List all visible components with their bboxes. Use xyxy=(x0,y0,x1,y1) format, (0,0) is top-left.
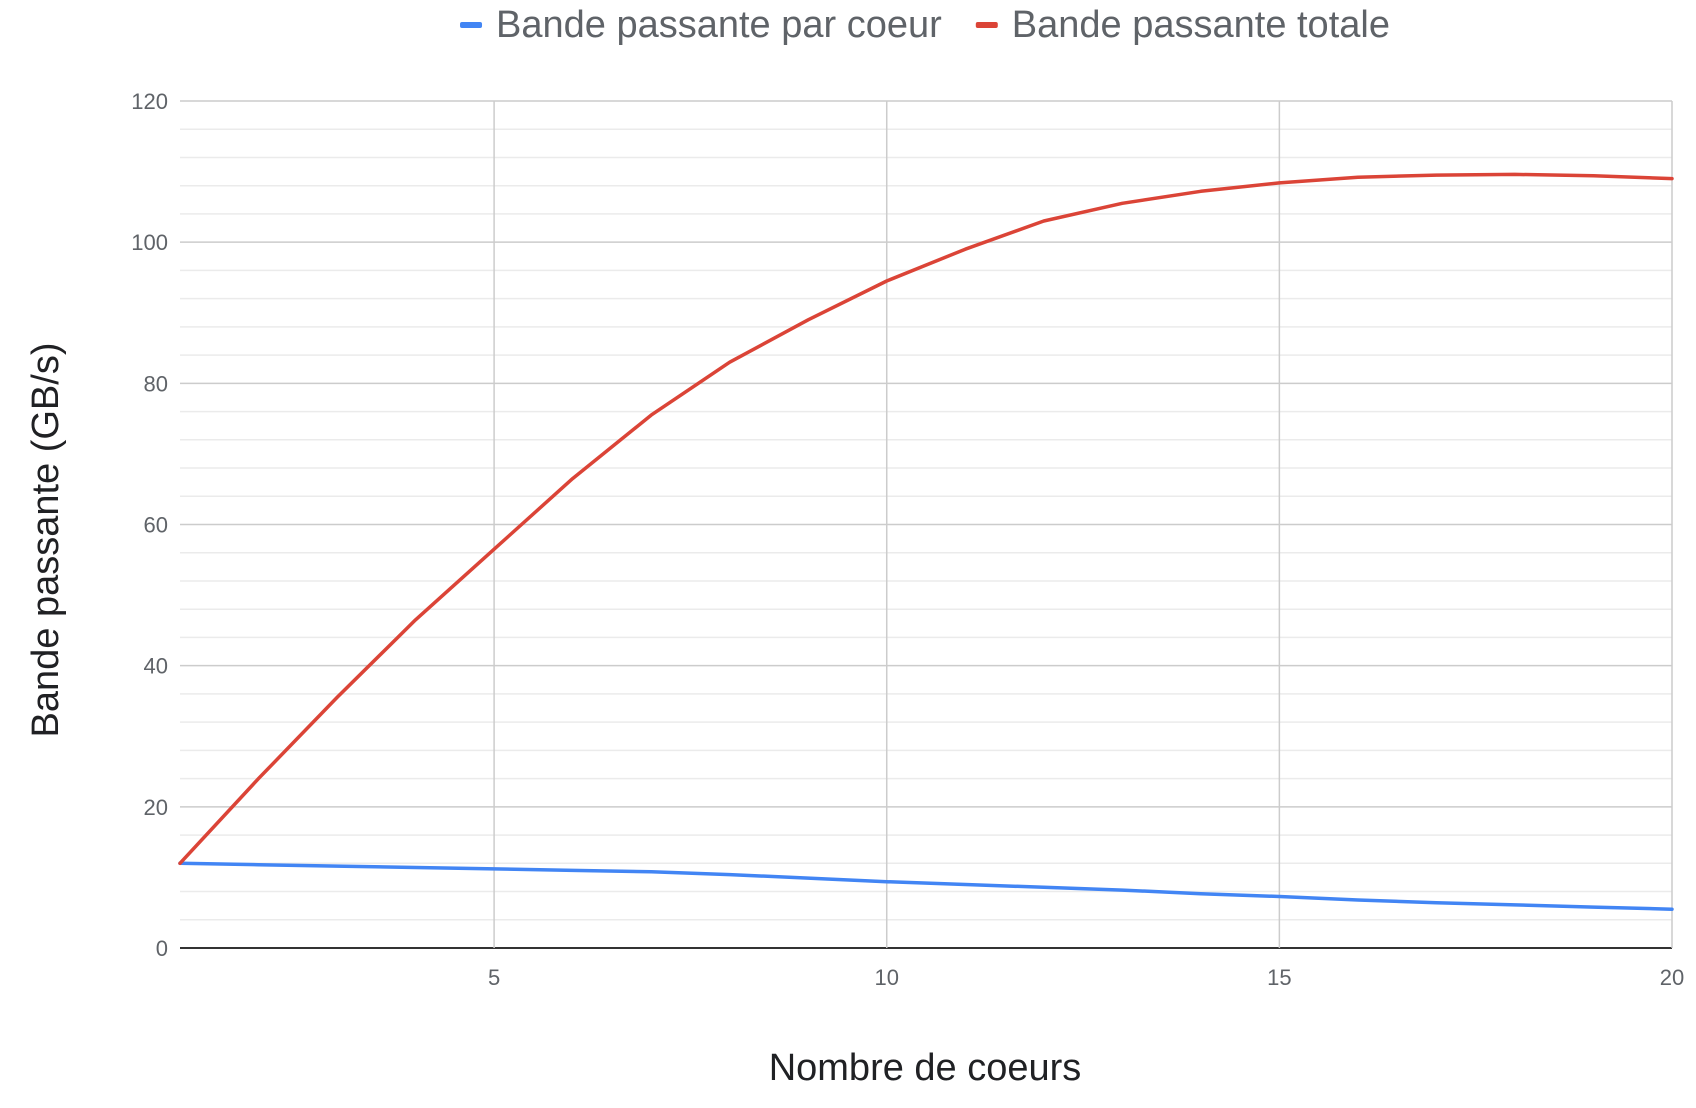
grid xyxy=(180,100,1673,949)
legend: Bande passante par coeur Bande passante t… xyxy=(460,4,1390,46)
series-line-2 xyxy=(178,172,1674,866)
y-tick-label: 120 xyxy=(131,89,168,114)
x-tick-label: 10 xyxy=(874,965,898,990)
y-tick-label: 60 xyxy=(144,513,168,538)
x-axis-ticks: 5 10 15 20 xyxy=(488,965,1684,990)
x-axis-title: Nombre de coeurs xyxy=(769,1047,1082,1089)
x-tick-label: 5 xyxy=(488,965,500,990)
x-tick-label: 20 xyxy=(1660,965,1684,990)
legend-label: Bande passante par coeur xyxy=(496,4,942,46)
y-tick-label: 0 xyxy=(156,936,168,961)
legend-swatch xyxy=(975,22,998,28)
y-tick-label: 80 xyxy=(144,371,168,396)
legend-label: Bande passante totale xyxy=(1012,4,1390,46)
y-tick-label: 20 xyxy=(144,795,168,820)
y-tick-label: 100 xyxy=(131,230,168,255)
y-axis-ticks: 0 20 40 60 80 100 120 xyxy=(131,89,168,961)
series-line-1 xyxy=(178,861,1674,911)
y-axis-title: Bande passante (GB/s) xyxy=(25,343,67,738)
x-tick-label: 15 xyxy=(1267,965,1291,990)
legend-swatch xyxy=(460,22,483,28)
y-tick-label: 40 xyxy=(144,654,168,679)
series-lines xyxy=(178,172,1674,911)
